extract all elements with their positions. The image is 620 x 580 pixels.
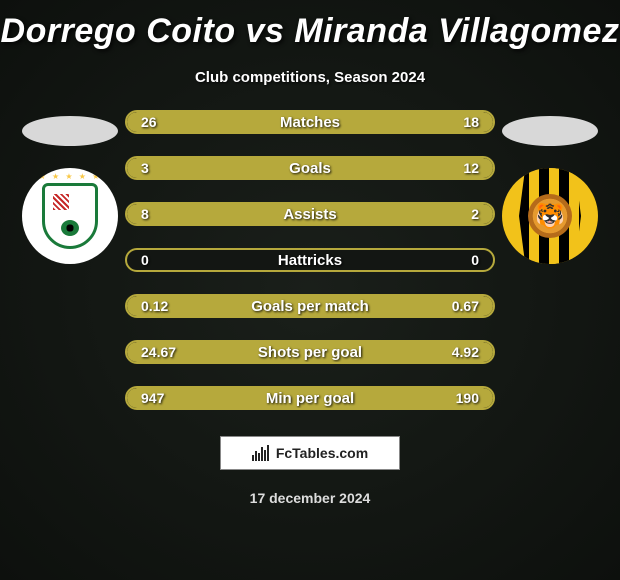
fctables-logo[interactable]: FcTables.com [220,436,400,470]
subtitle: Club competitions, Season 2024 [0,69,620,86]
stat-label: Goals [127,160,493,177]
page-title: Dorrego Coito vs Miranda Villagomez [0,0,620,51]
player-right-silhouette [502,116,598,146]
stat-bar: 82Assists [125,202,495,226]
logo-chart-icon [252,445,270,461]
club-crest-left: ★ ★ ★ ★ ★ [22,168,118,264]
stat-label: Shots per goal [127,344,493,361]
stat-bars: 2618Matches 312Goals 82Assists 00Hattricks 0… [125,110,495,410]
stat-label: Matches [127,114,493,131]
stat-label: Assists [127,206,493,223]
club-crest-right: 🐯 [502,168,598,264]
comparison-panel: ★ ★ ★ ★ ★ 2618Matches 312Goals 82Assists 00… [0,110,620,410]
stat-label: Goals per match [127,298,493,315]
stat-bar: 947190Min per goal [125,386,495,410]
stat-bar: 24.674.92Shots per goal [125,340,495,364]
stat-label: Min per goal [127,390,493,407]
stat-bar: 2618Matches [125,110,495,134]
stat-bar: 312Goals [125,156,495,180]
stat-bar: 0.120.67Goals per match [125,294,495,318]
logo-text: FcTables.com [276,445,368,461]
stat-bar: 00Hattricks [125,248,495,272]
date-label: 17 december 2024 [0,490,620,506]
stat-label: Hattricks [127,252,493,269]
player-right-column: 🐯 [495,110,605,410]
player-left-column: ★ ★ ★ ★ ★ [15,110,125,410]
player-left-silhouette [22,116,118,146]
